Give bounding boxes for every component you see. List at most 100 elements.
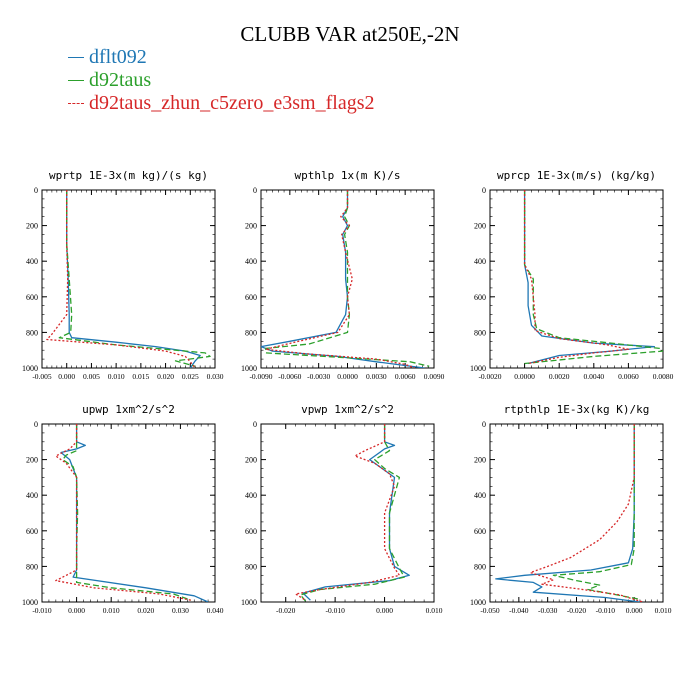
- x-tick-label: -0.0060: [278, 372, 301, 381]
- x-tick-label: 0.025: [182, 372, 199, 381]
- x-tick-label: -0.010: [325, 606, 345, 615]
- y-tick-label: 1000: [22, 598, 38, 607]
- series-line-d92taus: [58, 190, 211, 367]
- y-tick-label: 600: [245, 293, 257, 302]
- series-line-d92taus_zhun_c5zero_e3sm_flags2: [529, 424, 643, 602]
- x-tick-label: 0.0040: [583, 372, 604, 381]
- x-tick-label: 0.0020: [549, 372, 570, 381]
- y-tick-label: 400: [26, 491, 38, 500]
- y-tick-label: 800: [474, 328, 486, 337]
- legend: dflt092 d92taus d92taus_zhun_c5zero_e3sm…: [68, 46, 374, 115]
- y-tick-label: 0: [34, 186, 38, 195]
- y-tick-label: 200: [26, 456, 38, 465]
- x-tick-label: 0.0000: [514, 372, 535, 381]
- series-line-d92taus_zhun_c5zero_e3sm_flags2: [46, 190, 196, 368]
- y-tick-label: 1000: [241, 598, 257, 607]
- y-tick-label: 600: [26, 527, 38, 536]
- series-line-dflt092: [302, 424, 410, 601]
- x-tick-label: 0.030: [172, 606, 189, 615]
- legend-label: dflt092: [89, 46, 147, 68]
- x-tick-label: 0.010: [108, 372, 125, 381]
- series-line-d92taus: [552, 424, 641, 600]
- x-tick-label: 0.010: [426, 606, 443, 615]
- panel-5: vpwp 1xm^2/s^2 0 200 400 600 800 1000 -0.020 -0.…: [241, 403, 443, 615]
- y-tick-label: 1000: [22, 364, 38, 373]
- y-tick-label: 0: [482, 186, 486, 195]
- y-tick-label: 400: [474, 257, 486, 266]
- y-tick-label: 1000: [241, 364, 257, 373]
- y-tick-label: 400: [245, 257, 257, 266]
- x-tick-label: 0.0080: [653, 372, 674, 381]
- x-tick-label: 0.0000: [337, 372, 358, 381]
- y-tick-label: 200: [474, 456, 486, 465]
- y-tick-label: 800: [26, 562, 38, 571]
- x-tick-label: 0.0030: [366, 372, 387, 381]
- x-tick-label: 0.015: [132, 372, 149, 381]
- series-line-d92taus_zhun_c5zero_e3sm_flags2: [294, 424, 401, 601]
- x-tick-label: -0.040: [509, 606, 529, 615]
- legend-entry-d92taus-zhun: d92taus_zhun_c5zero_e3sm_flags2: [68, 92, 374, 115]
- series-line-dflt092: [66, 190, 201, 368]
- x-tick-label: 0.0090: [424, 372, 445, 381]
- x-tick-label: 0.040: [207, 606, 224, 615]
- y-tick-label: 200: [474, 222, 486, 231]
- legend-entry-d92taus: d92taus: [68, 69, 374, 92]
- panel-title: wprcp 1E-3x(m/s) (kg/kg): [497, 169, 656, 182]
- y-tick-label: 200: [245, 222, 257, 231]
- y-tick-label: 600: [474, 527, 486, 536]
- y-tick-label: 600: [245, 527, 257, 536]
- series-line-dflt092: [495, 424, 640, 602]
- x-tick-label: 0.000: [68, 606, 85, 615]
- series-line-dflt092: [523, 190, 656, 365]
- series-line-dflt092: [261, 190, 425, 368]
- y-tick-label: 400: [245, 491, 257, 500]
- y-tick-label: 800: [474, 562, 486, 571]
- figure-title: CLUBB VAR at250E,-2N: [240, 22, 460, 46]
- x-tick-label: -0.020: [276, 606, 296, 615]
- series-line-dflt092: [60, 424, 209, 602]
- x-tick-label: 0.010: [655, 606, 672, 615]
- y-tick-label: 200: [245, 456, 257, 465]
- x-tick-label: 0.005: [83, 372, 100, 381]
- y-tick-label: 0: [253, 186, 257, 195]
- y-tick-label: 800: [245, 562, 257, 571]
- panel-2: wpthlp 1x(m K)/s 0 200 400 600 800 1000-0.0090…: [241, 169, 445, 381]
- y-tick-label: 400: [26, 257, 38, 266]
- panel-1: wprtp 1E-3x(m kg)/(s kg) 0 200 400 600 800 100…: [22, 169, 224, 381]
- x-tick-label: 0.020: [157, 372, 174, 381]
- legend-swatch: [68, 57, 84, 58]
- panel-title: rtpthlp 1E-3x(kg K)/kg: [504, 403, 650, 416]
- x-tick-label: -0.020: [567, 606, 587, 615]
- panel-title: upwp 1xm^2/s^2: [82, 403, 175, 416]
- panel-title: wprtp 1E-3x(m kg)/(s kg): [49, 169, 208, 182]
- x-tick-label: 0.020: [137, 606, 154, 615]
- legend-swatch: [68, 103, 84, 104]
- x-tick-label: 0.000: [376, 606, 393, 615]
- legend-entry-dflt092: dflt092: [68, 46, 374, 69]
- series-line-d92taus_zhun_c5zero_e3sm_flags2: [523, 190, 630, 365]
- x-tick-label: -0.0020: [478, 372, 501, 381]
- y-tick-label: 800: [26, 328, 38, 337]
- x-tick-label: 0.010: [103, 606, 120, 615]
- x-tick-label: 0.000: [58, 372, 75, 381]
- panel-title: vpwp 1xm^2/s^2: [301, 403, 394, 416]
- y-tick-label: 400: [474, 491, 486, 500]
- x-tick-label: -0.0030: [307, 372, 330, 381]
- x-tick-label: -0.010: [596, 606, 616, 615]
- y-tick-label: 1000: [470, 598, 486, 607]
- x-tick-label: 0.000: [626, 606, 643, 615]
- series-line-d92taus: [299, 424, 405, 602]
- panel-4: upwp 1xm^2/s^2 0 200 400 600 800 1000-0.010 0.0…: [22, 403, 224, 615]
- x-tick-label: -0.005: [32, 372, 52, 381]
- series-line-d92taus_zhun_c5zero_e3sm_flags2: [55, 424, 191, 601]
- y-tick-label: 0: [34, 420, 38, 429]
- legend-swatch: [68, 80, 84, 81]
- x-tick-label: 0.030: [207, 372, 224, 381]
- panel-6: rtpthlp 1E-3x(kg K)/kg02004006008001000-…: [470, 403, 672, 615]
- x-tick-label: -0.030: [538, 606, 558, 615]
- x-tick-label: -0.050: [480, 606, 500, 615]
- x-tick-label: 0.0060: [618, 372, 639, 381]
- x-tick-label: 0.0060: [395, 372, 416, 381]
- plot-frame: [489, 423, 664, 603]
